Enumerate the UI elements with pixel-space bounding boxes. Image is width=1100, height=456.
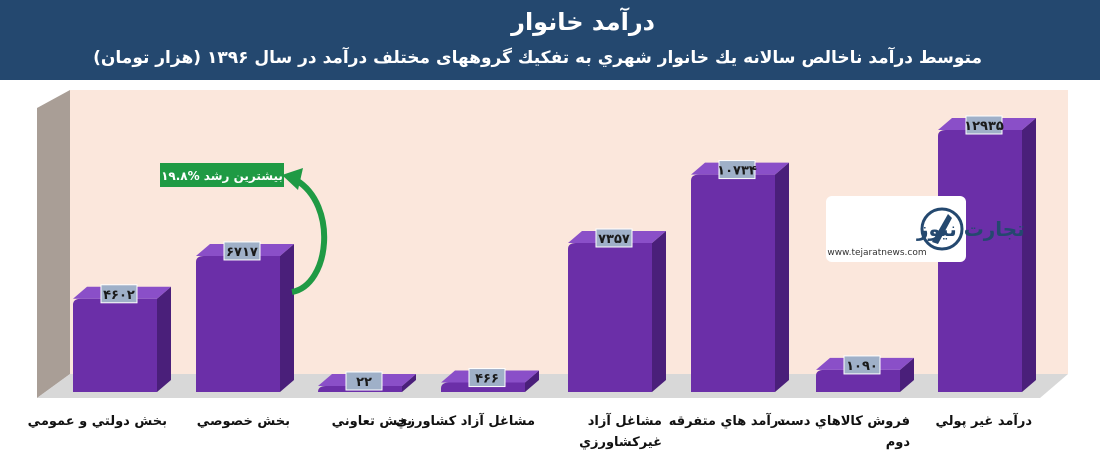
value-label: ۶۷۱۷ (226, 245, 258, 260)
bar-group: ۲۲ (318, 371, 416, 392)
header-banner: درآمد خانوار متوسط درآمد ناخالص سالانه ي… (0, 0, 1100, 80)
bar (816, 369, 900, 392)
value-label: ۱۰۹۰ (846, 359, 878, 374)
category-label: بخش خصوصي (197, 414, 290, 429)
annotation: بیشترین رشد %۱۹.۸ (160, 163, 328, 295)
category-label: دوم (886, 435, 911, 450)
bar-side (525, 370, 539, 392)
value-label-box (100, 284, 138, 304)
value-label: ۴۶۶ (475, 372, 499, 387)
value-label-box (595, 228, 633, 248)
chart-subtitle: متوسط درآمد ناخالص سالانه يك خانوار شهري… (93, 48, 982, 68)
bar-group: ۱۲۹۳۵ (938, 115, 1036, 392)
bar-side (280, 243, 294, 392)
value-label: ۷۳۵۷ (598, 232, 630, 247)
annotation-box (160, 163, 284, 187)
logo-icon (932, 214, 952, 244)
bar-side (157, 286, 171, 392)
bar-side (402, 374, 416, 392)
growth-arrow-head (282, 168, 303, 190)
category-label: بخش تعاوني (332, 414, 412, 429)
value-label-box (345, 371, 383, 391)
bar-group: ۶۷۱۷ (196, 241, 294, 392)
bar (73, 298, 157, 392)
category-label: مشاغل آزاد كشاورزي (396, 412, 535, 429)
x-axis-labels: بخش دولتي و عمومي بخش خصوصي بخش تعاونيمشاغ… (28, 412, 1033, 450)
bar-side (775, 162, 789, 392)
bar-chart: بخش دولتي و عمومي بخش خصوصي بخش تعاونيمشاغ… (28, 90, 1068, 450)
bar-group: ۷۳۵۷ (568, 228, 666, 392)
value-label-box (468, 368, 506, 388)
value-label-box (965, 115, 1003, 135)
news-logo: تجارت نیوز www.tejaratnews.com (826, 196, 1025, 262)
category-label: درآمد غير پولي (935, 412, 1032, 429)
bar-side (652, 230, 666, 392)
value-label: ۴۶۰۲ (103, 288, 135, 303)
category-label: بخش دولتي و عمومي (28, 414, 167, 429)
bar-side (1022, 118, 1036, 392)
value-label: ۲۲ (356, 375, 372, 390)
chart-back-wall (70, 90, 1068, 374)
bar (691, 174, 775, 392)
chart-floor (37, 374, 1068, 398)
value-label-box (843, 355, 881, 375)
bar (568, 242, 652, 392)
bar (196, 255, 280, 392)
category-label: درآمد هاي متفرقه (669, 412, 786, 429)
value-label-box (718, 160, 756, 180)
bar-group: ۱۰۹۰ (816, 355, 914, 392)
bar-group: ۴۶۶ (441, 368, 539, 392)
logo-text: تجارت نیوز (916, 217, 1025, 241)
category-label: فروش كالاهاي دست (777, 414, 910, 429)
bar-side (900, 357, 914, 392)
category-label: مشاغل آزاد (588, 412, 662, 429)
bar-group: ۴۶۰۲ (73, 284, 171, 392)
growth-arrow (291, 177, 328, 295)
chart-side-wall (37, 90, 70, 398)
bar-group: ۱۰۷۳۴ (691, 160, 789, 392)
chart-title: درآمد خانوار (511, 8, 655, 36)
value-label: ۱۲۹۳۵ (964, 119, 1004, 134)
logo-url: www.tejaratnews.com (827, 248, 926, 258)
category-label: غيركشاورزي (579, 435, 662, 450)
value-label: ۱۰۷۳۴ (717, 164, 757, 179)
annotation-text: بیشترین رشد %۱۹.۸ (161, 169, 283, 183)
value-label-box (223, 241, 261, 261)
bar (938, 130, 1022, 392)
